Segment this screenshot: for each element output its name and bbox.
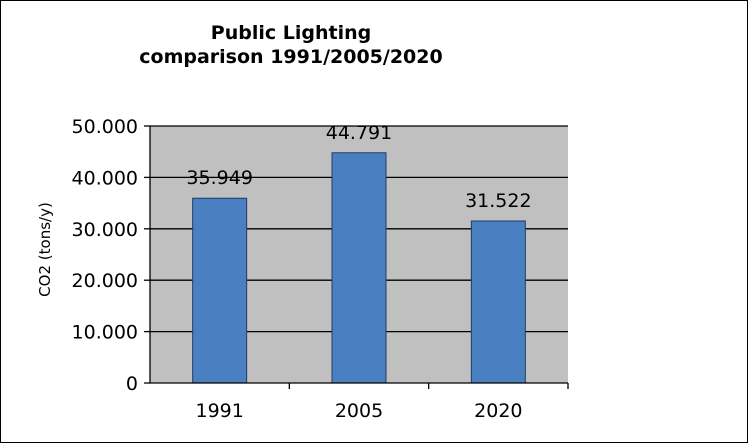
bar-1991 [192, 197, 248, 384]
y-tick-label-5: 50.000 [72, 116, 138, 138]
bar-2020 [470, 220, 526, 384]
y-tick-label-4: 40.000 [72, 167, 138, 189]
axes [144, 125, 569, 389]
y-tick-label-1: 10.000 [72, 322, 138, 344]
y-axis-title: CO2 (tons/y) [36, 202, 54, 297]
chart-title-line-1: Public Lighting [210, 22, 372, 44]
labels: 0 10.000 20.000 30.000 40.000 50.000 1991 35.94… [72, 116, 532, 422]
bars [192, 152, 526, 384]
x-tick-label-2005: 2005 [335, 400, 383, 422]
y-tick-label-2: 20.000 [72, 270, 138, 292]
data-label-2020: 31.522 [465, 190, 531, 212]
data-label-2005: 44.791 [326, 122, 392, 144]
chart-title: Public Lighting comparison 1991/2005/202… [101, 21, 481, 69]
x-tick-label-2020: 2020 [474, 400, 522, 422]
y-tick-label-3: 30.000 [72, 219, 138, 241]
bar-2005 [331, 152, 387, 384]
x-tick-label-1991: 1991 [195, 400, 243, 422]
chart-title-line-2: comparison 1991/2005/2020 [139, 46, 443, 68]
data-label-1991: 35.949 [186, 167, 252, 189]
x-tick-origin [144, 383, 150, 389]
y-tick-label-0: 0 [126, 373, 138, 395]
